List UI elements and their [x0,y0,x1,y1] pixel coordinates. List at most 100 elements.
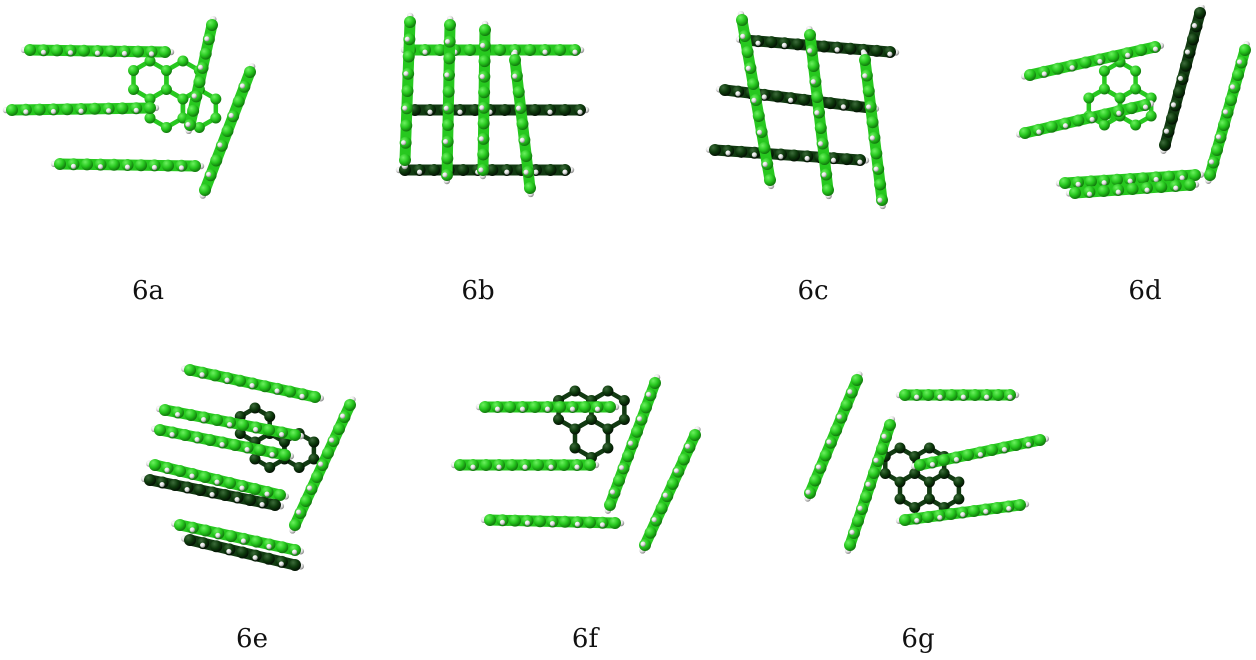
hydrogen-atom [751,152,758,158]
hydrogen-atom [804,155,810,162]
carbon-atom [923,476,935,488]
hydrogen-atom [547,109,553,115]
molecule-bond [866,57,888,202]
carbon-atom [293,462,305,473]
carbon-atom [1173,86,1185,99]
carbon-atom [909,502,921,513]
carbon-atom [479,401,491,413]
molecule-bond [639,431,694,546]
carbon-atom [209,369,221,382]
hydrogen-atom [328,437,335,443]
hydrogen-atom [522,464,528,470]
hydrogen-atom [199,372,205,378]
hydrogen-atom [496,464,502,470]
hydrogen-atom [523,169,529,175]
carbon-atom [144,474,156,486]
carbon-atom [1163,170,1175,183]
hydrogen-atom [1177,75,1184,82]
carbon-atom [814,122,827,134]
hydrogen-atom [519,406,526,412]
hydrogen-atom [515,105,522,111]
hydrogen-atom [306,485,313,491]
carbon-atom [160,65,172,76]
carbon-atom [807,60,820,72]
hydrogen-atom [751,97,757,103]
hydrogen-atom [1222,109,1229,115]
carbon-atom [442,85,455,98]
carbon-atom [569,442,581,454]
hydrogen-atom [599,522,606,528]
carbon-atom [1225,94,1237,106]
molecule-6d [1005,5,1256,210]
carbon-atom [135,159,147,172]
carbon-atom [569,385,581,397]
carbon-atom [1239,44,1251,56]
carbon-atom [224,477,236,489]
hydrogen-atom [881,433,887,439]
hydrogen-atom [821,172,827,178]
carbon-atom [953,493,965,505]
carbon-atom [249,483,261,495]
panel-label-6c: 6c [797,276,829,306]
carbon-atom [249,402,261,414]
hydrogen-atom [185,121,191,128]
hydrogen-atom [239,83,246,89]
carbon-atom [128,65,140,76]
carbon-atom [189,160,201,172]
carbon-atom [788,149,801,162]
carbon-atom [554,44,566,56]
carbon-atom [765,36,778,49]
hydrogen-atom [840,104,846,110]
carbon-atom [764,174,776,186]
carbon-atom [851,374,863,386]
panel-label-6a: 6a [131,276,165,306]
carbon-atom [1166,112,1178,125]
hydrogen-atom [847,389,853,395]
carbon-atom [894,493,906,505]
carbon-atom [249,453,261,465]
hydrogen-atom [869,135,875,141]
carbon-atom [478,86,491,99]
hydrogen-atom [427,109,433,115]
carbon-atom [622,450,634,463]
carbon-atom [311,471,323,483]
carbon-atom [1184,179,1196,191]
hydrogen-atom [836,414,842,420]
hydrogen-atom [444,39,451,45]
hydrogen-atom [422,49,428,55]
hydrogen-atom [291,549,298,555]
hydrogen-atom [673,468,680,474]
hydrogen-atom [1025,441,1032,448]
carbon-atom [225,530,238,543]
hydrogen-atom [215,532,221,538]
hydrogen-atom [1101,180,1107,186]
carbon-atom [262,552,275,565]
carbon-atom [844,42,857,55]
carbon-atom [211,414,223,426]
hydrogen-atom [1142,104,1149,110]
carbon-atom [830,424,843,437]
carbon-atom [144,102,156,114]
carbon-atom [1126,183,1139,195]
molecule-bond [480,27,488,173]
carbon-atom [844,539,856,551]
carbon-atom [199,524,212,537]
hydrogen-atom [937,394,943,400]
hydrogen-atom [815,464,822,470]
carbon-atom [791,38,804,51]
molecule-bond [444,22,453,178]
hydrogen-atom [762,161,768,167]
hydrogen-atom [253,426,259,433]
carbon-atom [1014,499,1026,511]
carbon-atom [798,93,811,106]
carbon-atom [399,154,411,166]
carbon-atom [771,90,784,103]
hydrogen-atom [442,172,448,178]
carbon-atom [244,494,256,506]
carbon-atom [116,102,129,115]
hydrogen-atom [70,163,77,169]
carbon-atom [81,158,93,171]
carbon-atom [160,84,172,95]
hydrogen-atom [479,105,485,111]
carbon-atom [991,502,1003,514]
